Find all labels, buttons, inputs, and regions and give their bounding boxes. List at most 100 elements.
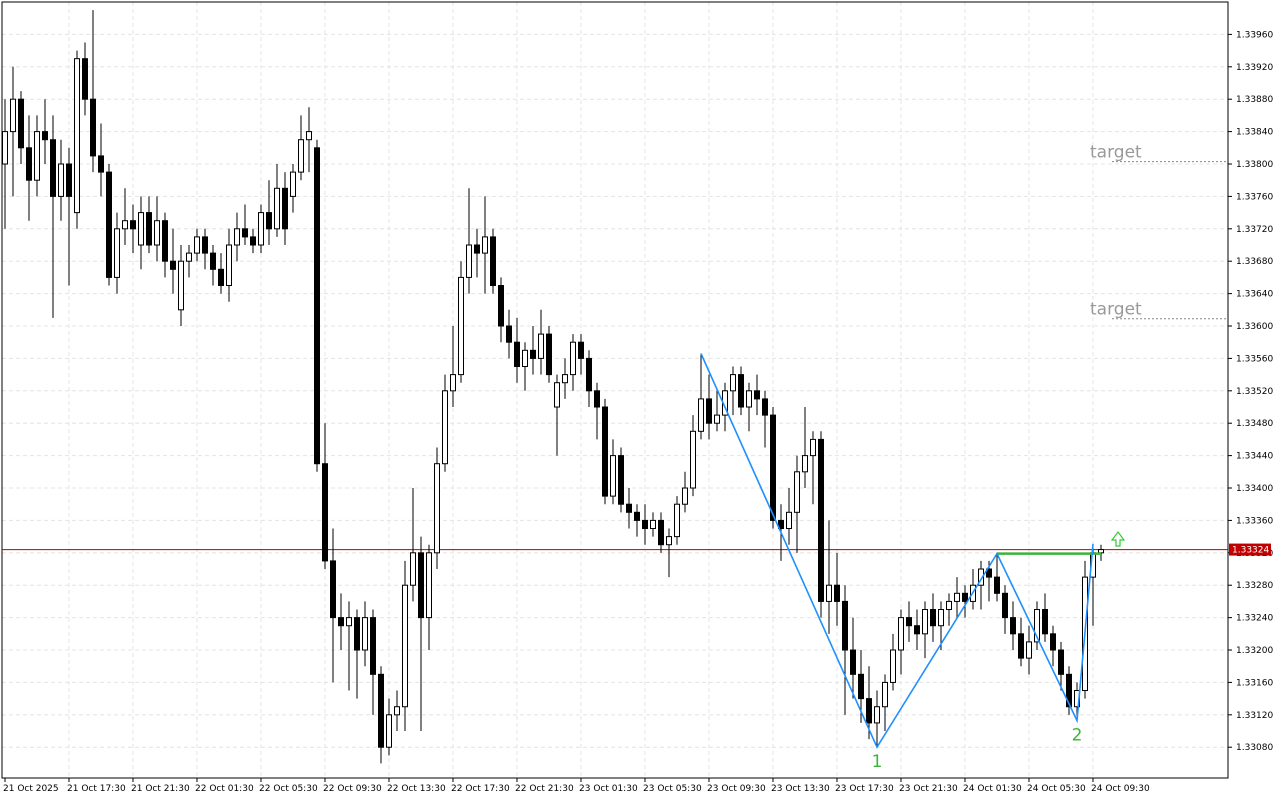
- x-tick-label: 24 Oct 05:30: [1027, 784, 1086, 794]
- x-tick-label: 23 Oct 21:30: [899, 784, 958, 794]
- candle-body: [962, 592, 968, 602]
- x-tick-label: 24 Oct 09:30: [1091, 784, 1150, 794]
- candle-body: [810, 438, 816, 457]
- candle-body: [570, 341, 576, 376]
- candle-body: [162, 220, 168, 262]
- candle-body: [562, 374, 568, 384]
- candle-body: [250, 236, 256, 246]
- candle-body: [610, 455, 616, 497]
- candle-body: [178, 260, 184, 311]
- candle-body: [994, 576, 1000, 594]
- candle-body: [506, 325, 512, 343]
- candle-body: [1002, 592, 1008, 619]
- x-tick-label: 22 Oct 21:30: [515, 784, 574, 794]
- y-tick-label: 1.33200: [1236, 646, 1273, 656]
- candle-body: [986, 568, 992, 578]
- candle-body: [242, 228, 248, 238]
- candle-body: [2, 131, 8, 165]
- candle-body: [978, 568, 984, 586]
- candle-body: [410, 552, 416, 586]
- candle-body: [578, 341, 584, 359]
- candle-body: [898, 617, 904, 651]
- candle-body: [634, 511, 640, 521]
- candle-body: [682, 487, 688, 505]
- candle-body: [378, 673, 384, 748]
- candle-body: [906, 617, 912, 627]
- y-tick-label: 1.33400: [1236, 484, 1273, 494]
- candle-body: [154, 220, 160, 246]
- candle-body: [914, 625, 920, 635]
- candle-body: [882, 681, 888, 708]
- candle-body: [58, 163, 64, 197]
- signal-arrow: [1110, 531, 1126, 547]
- y-tick-label: 1.33560: [1236, 354, 1273, 364]
- candle-body: [930, 609, 936, 627]
- candle-body: [106, 171, 112, 278]
- candle-body: [266, 212, 272, 230]
- x-tick-label: 23 Oct 09:30: [707, 784, 766, 794]
- candle-body: [210, 252, 216, 270]
- y-tick-label: 1.33240: [1236, 614, 1273, 624]
- candle-body: [802, 455, 808, 473]
- candle-body: [450, 374, 456, 392]
- candle-body: [642, 519, 648, 530]
- x-tick-label: 21 Oct 2025: [3, 784, 59, 794]
- candle-body: [690, 430, 696, 489]
- candle-body: [586, 357, 592, 392]
- candle-body: [538, 333, 544, 359]
- candle-body: [482, 236, 488, 254]
- candle-body: [1066, 673, 1072, 708]
- y-tick-label: 1.33480: [1236, 419, 1273, 429]
- price-label-box: [1229, 543, 1271, 556]
- candle-body: [1034, 609, 1040, 643]
- candle-body: [858, 673, 864, 700]
- x-tick-label: 22 Oct 17:30: [451, 784, 510, 794]
- candle-body: [330, 560, 336, 619]
- candle-body: [786, 511, 792, 530]
- candle-body: [1050, 633, 1056, 651]
- y-tick-label: 1.33360: [1236, 516, 1273, 526]
- candle-body: [74, 58, 80, 214]
- candle-body: [298, 139, 304, 173]
- candle-body: [618, 455, 624, 505]
- y-tick-label: 1.33440: [1236, 452, 1273, 462]
- candle-body: [1026, 641, 1032, 659]
- candle-body: [386, 714, 392, 748]
- candle-body: [826, 584, 832, 602]
- candle-body: [1098, 549, 1104, 554]
- candle-body: [346, 617, 352, 627]
- y-tick-label: 1.33960: [1236, 30, 1273, 40]
- candle-body: [130, 220, 136, 230]
- candle-body: [42, 131, 48, 141]
- candle-body: [490, 236, 496, 287]
- candle-body: [650, 519, 656, 530]
- candle-body: [754, 390, 760, 400]
- candle-body: [290, 171, 296, 197]
- candle-body: [466, 244, 472, 278]
- candle-body: [426, 552, 432, 619]
- y-tick-label: 1.33080: [1236, 743, 1273, 753]
- candle-body: [738, 374, 744, 408]
- x-tick-label: 23 Oct 01:30: [579, 784, 638, 794]
- candle-body: [26, 147, 32, 181]
- candle-body: [138, 212, 144, 246]
- candle-body: [186, 252, 192, 262]
- candle-body: [306, 131, 312, 141]
- y-tick-label: 1.33680: [1236, 257, 1273, 267]
- x-tick-label: 23 Oct 13:30: [771, 784, 830, 794]
- candle-body: [338, 617, 344, 627]
- x-tick-label: 22 Oct 01:30: [195, 784, 254, 794]
- candle-body: [226, 244, 232, 287]
- target-label: target: [1090, 143, 1142, 163]
- candle-body: [1018, 633, 1024, 659]
- y-tick-label: 1.33520: [1236, 387, 1273, 397]
- y-tick-label: 1.33840: [1236, 128, 1273, 138]
- candle-body: [706, 398, 712, 424]
- candle-body: [10, 98, 16, 133]
- candle-body: [866, 698, 872, 724]
- candle-body: [50, 139, 56, 197]
